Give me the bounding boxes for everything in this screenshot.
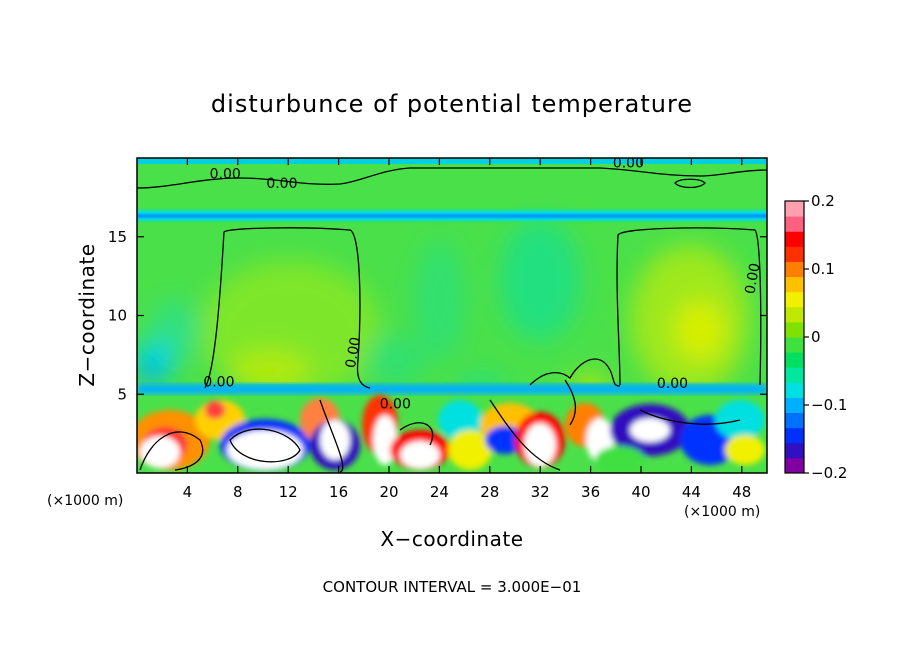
x-tick-label: 16: [329, 483, 348, 501]
x-axis: 4 8 12 16 20 24 28 32 36 40 44 48: [183, 158, 751, 501]
colorbar-segment: [785, 367, 804, 383]
contour-label: 0.00: [613, 155, 644, 171]
upper-boundary-band: [137, 158, 767, 164]
tropopause-band: [137, 206, 767, 224]
contour-label: 0.00: [657, 376, 688, 392]
colorbar-segment: [785, 216, 804, 232]
contour-interval-text: CONTOUR INTERVAL = 3.000E−01: [323, 578, 582, 596]
colorbar-segment: [785, 306, 804, 323]
x-tick-label: 20: [379, 483, 398, 501]
contour-low-1: [139, 431, 204, 471]
contour-upper: [137, 167, 767, 189]
colorbar-segment: [785, 337, 804, 353]
contour-label: 0.00: [343, 336, 364, 369]
colorbar-segment: [785, 397, 804, 414]
x-unit-right: (×1000 m): [684, 504, 760, 520]
contour-left-cell: [204, 227, 371, 389]
contour-label: 0.00: [203, 374, 234, 390]
x-tick-label: 32: [531, 483, 550, 501]
contour-low-4: [489, 399, 561, 471]
contour-labels: 0.00 0.00 0.00 0.00 0.00 0.00 0.00 0.00: [203, 155, 763, 412]
colorbar-tick-label: −0.2: [811, 464, 847, 482]
y-tick-label: 15: [108, 228, 127, 246]
colorbar-tick-label: −0.1: [811, 396, 847, 414]
colorbar-segment: [785, 321, 804, 338]
contour-label: 0.00: [210, 166, 241, 182]
colorbar-tick-label: 0.1: [811, 260, 835, 278]
colorbar-segment: [785, 412, 804, 429]
colorbar-segment: [785, 382, 804, 398]
contour-label: 0.00: [742, 262, 763, 295]
colorbar-segment: [785, 231, 804, 247]
contour-low-7: [399, 422, 434, 446]
contour-right-cell: [616, 227, 762, 386]
contour-low-2: [229, 428, 301, 463]
contour-label: 0.00: [266, 176, 297, 192]
colorbar: 0.2 0.1 0 −0.1 −0.2: [784, 192, 847, 482]
x-tick-label: 44: [682, 483, 701, 501]
contour-lines: [137, 167, 767, 473]
colorbar-tick-label: 0.2: [811, 192, 835, 210]
colorbar-segment: [785, 457, 804, 474]
contour-low-3: [319, 399, 344, 473]
contour-low-5: [564, 379, 577, 426]
x-tick-label: 28: [480, 483, 499, 501]
x-tick-label: 48: [732, 483, 751, 501]
colorbar-segment: [785, 427, 804, 444]
x-tick-label: 8: [233, 483, 243, 501]
contour-mid: [529, 358, 621, 387]
contour-label: 0.00: [380, 396, 411, 412]
x-tick-label: 36: [581, 483, 600, 501]
colorbar-segment: [785, 291, 804, 308]
plot-area: 0.00 0.00 0.00 0.00 0.00 0.00 0.00 0.00: [137, 155, 767, 473]
x-tick-label: 12: [279, 483, 298, 501]
x-tick-label: 24: [430, 483, 449, 501]
colorbar-segment: [785, 261, 804, 278]
y-axis-label: Z−coordinate: [75, 243, 99, 386]
y-tick-label: 10: [108, 307, 127, 325]
colorbar-segment: [785, 246, 804, 262]
x-tick-label: 4: [183, 483, 193, 501]
x-unit-left: (×1000 m): [47, 493, 123, 509]
chart-title: disturbunce of potential temperature: [211, 90, 693, 118]
y-axis: 5 10 15: [108, 228, 767, 403]
contour-small-blob: [674, 178, 706, 189]
contour-low-6: [639, 409, 741, 425]
colorbar-segment: [785, 442, 804, 459]
lower-turbulent-layer: [137, 384, 767, 473]
colorbar-segment: [785, 201, 804, 217]
colorbar-tick-label: 0: [811, 328, 821, 346]
colorbar-segment: [785, 352, 804, 368]
y-tick-label: 5: [117, 385, 127, 403]
colorbar-segment: [785, 276, 804, 293]
x-axis-label: X−coordinate: [380, 527, 523, 551]
x-tick-label: 40: [631, 483, 650, 501]
